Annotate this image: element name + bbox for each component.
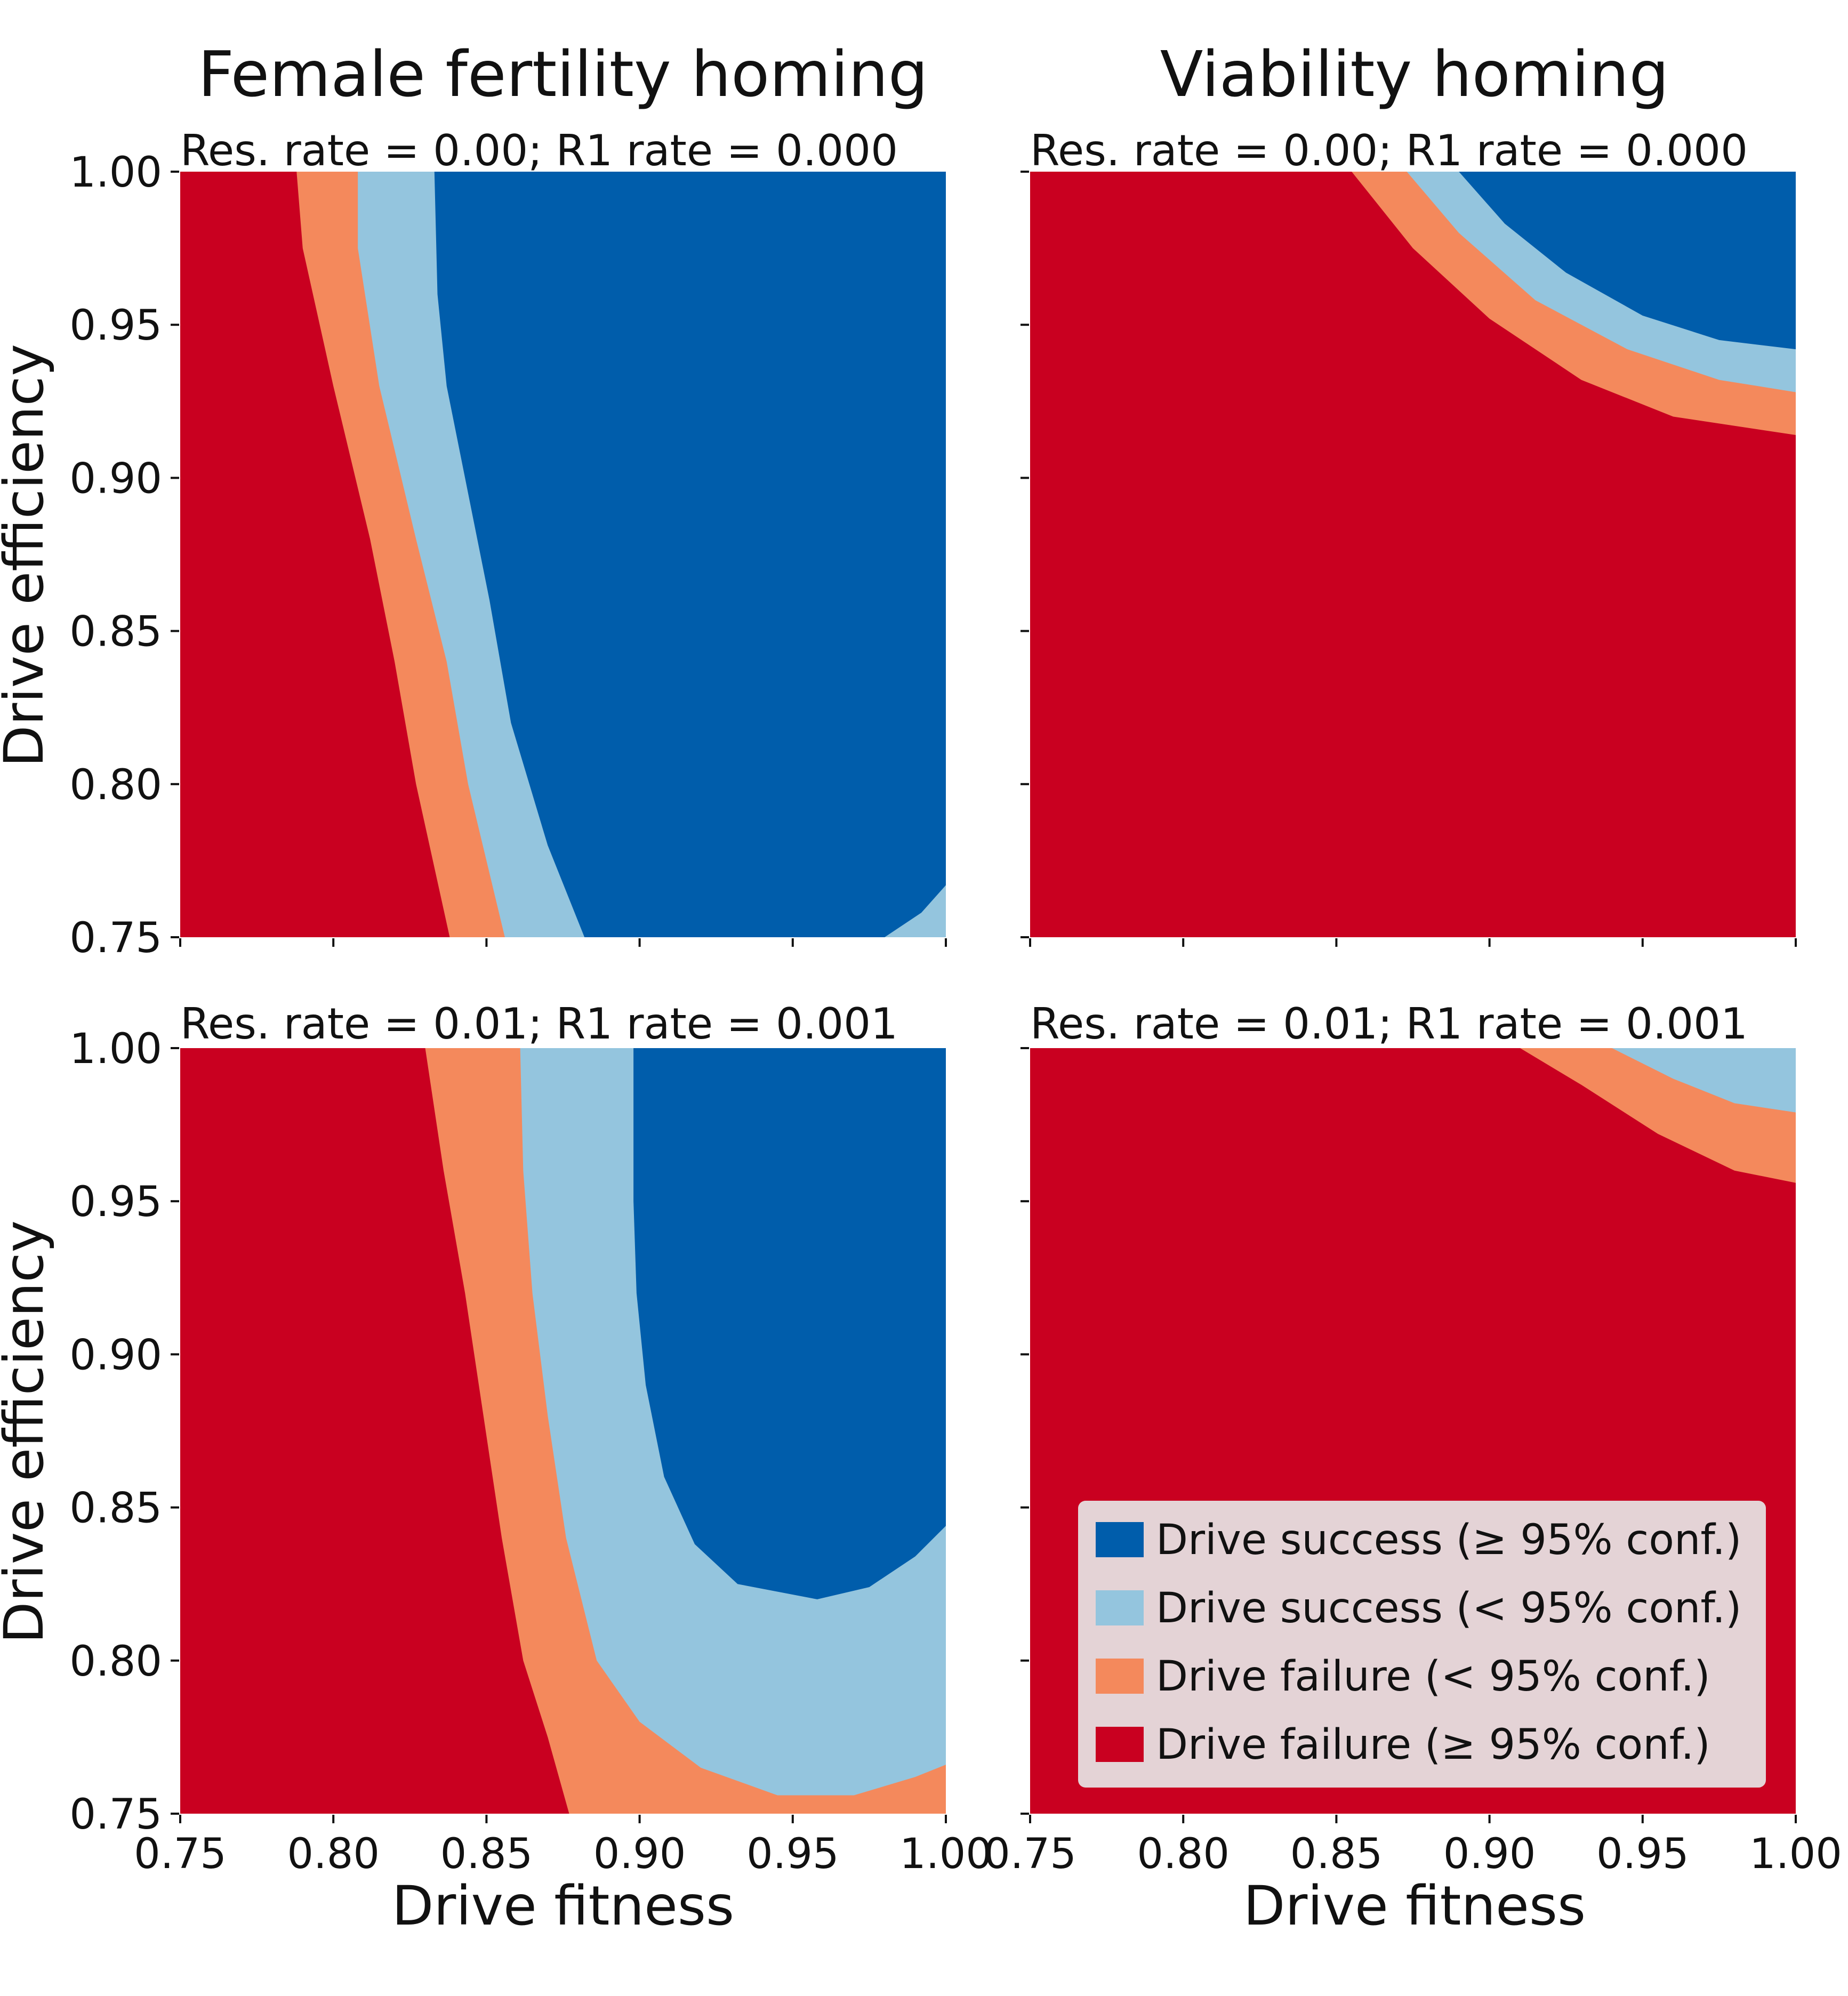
y-tick-label-bottom-left-0: 0.75 [69, 1791, 162, 1839]
panel-subtitle-top-right: Res. rate = 0.00; R1 rate = 0.000 [1030, 126, 1748, 175]
axes-bottom-left: 0.75 0.80 0.85 0.90 0.95 1.00 0.75 0.80 0.85 0.90… [69, 1025, 992, 1878]
y-tick-label-bottom-left-3: 0.90 [69, 1331, 162, 1379]
x-axis-label-left: Drive fitness [392, 1874, 734, 1938]
legend-label-failure-high: Drive failure (≥ 95% conf.) [1156, 1721, 1710, 1769]
y-tick-label-bottom-left-4: 0.95 [69, 1178, 162, 1226]
y-tick-label-bottom-left-2: 0.85 [69, 1485, 162, 1533]
heatmap-panel-top-left: 0.75 0.80 0.85 0.90 0.95 1.00 [69, 149, 947, 962]
x-tick-label-bottom-left-3: 0.90 [593, 1830, 686, 1878]
axes-top-left: 0.75 0.80 0.85 0.90 0.95 1.00 [69, 149, 947, 962]
x-tick-label-bottom-right-1: 0.80 [1137, 1830, 1230, 1878]
region-boundary-2 [434, 172, 946, 937]
panel-subtitle-top-left: Res. rate = 0.00; R1 rate = 0.000 [180, 126, 898, 175]
x-tick-label-bottom-right-3: 0.90 [1443, 1830, 1536, 1878]
column-title-viability: Viability homing [1160, 37, 1669, 111]
legend-swatch-success-high [1096, 1522, 1144, 1557]
panel-subtitle-bottom-left: Res. rate = 0.01; R1 rate = 0.001 [180, 999, 898, 1049]
y-tick-label-top-left-5: 1.00 [69, 149, 162, 197]
legend-swatch-success-low [1096, 1590, 1144, 1625]
x-tick-label-bottom-left-2: 0.85 [440, 1830, 533, 1878]
legend-swatch-failure-high [1096, 1727, 1144, 1762]
x-tick-label-bottom-right-4: 0.95 [1596, 1830, 1689, 1878]
region-boundary-1 [1612, 1048, 1796, 1113]
legend-swatch-failure-low [1096, 1659, 1144, 1694]
y-axis-label-top: Drive efficiency [0, 344, 56, 767]
legend-label-success-high: Drive success (≥ 95% conf.) [1156, 1516, 1741, 1564]
y-axis-label-bottom: Drive efficiency [0, 1220, 56, 1644]
x-tick-label-bottom-right-2: 0.85 [1290, 1830, 1383, 1878]
x-tick-label-bottom-right-0: 0.75 [984, 1830, 1076, 1878]
x-tick-label-bottom-left-5: 1.00 [899, 1830, 992, 1878]
axes-bottom-right: 0.75 0.80 0.85 0.90 0.95 1.00 [984, 1047, 1842, 1878]
axes-top-right [1021, 171, 1797, 947]
x-axis-label-right: Drive fitness [1243, 1874, 1586, 1938]
y-tick-label-bottom-left-1: 0.80 [69, 1638, 162, 1686]
x-tick-label-bottom-right-5: 1.00 [1749, 1830, 1842, 1878]
region-boundary-2 [1459, 172, 1796, 350]
legend-label-failure-low: Drive failure (< 95% conf.) [1156, 1653, 1710, 1701]
region-boundary-3 [885, 885, 946, 937]
y-tick-label-top-left-2: 0.85 [69, 608, 162, 656]
x-tick-label-bottom-left-4: 0.95 [746, 1830, 839, 1878]
y-tick-label-top-left-1: 0.80 [69, 761, 162, 809]
x-tick-label-bottom-left-0: 0.75 [134, 1830, 227, 1878]
region-boundary-2 [633, 1048, 946, 1599]
heatmap-panel-top-right [1021, 171, 1797, 947]
column-title-female-fertility: Female fertility homing [198, 37, 928, 111]
y-tick-label-top-left-0: 0.75 [69, 914, 162, 962]
heatmap-panel-bottom-left: 0.75 0.80 0.85 0.90 0.95 1.00 0.75 0.80 0.85 0.90… [69, 1025, 992, 1878]
legend-background [1078, 1501, 1766, 1788]
panel-subtitle-bottom-right: Res. rate = 0.01; R1 rate = 0.001 [1030, 999, 1748, 1049]
y-tick-label-top-left-4: 0.95 [69, 302, 162, 350]
y-tick-label-top-left-3: 0.90 [69, 455, 162, 503]
x-tick-label-bottom-left-1: 0.80 [287, 1830, 380, 1878]
legend-label-success-low: Drive success (< 95% conf.) [1156, 1584, 1741, 1632]
y-tick-label-bottom-left-5: 1.00 [69, 1025, 162, 1073]
legend: Drive success (≥ 95% conf.) Drive succes… [1078, 1501, 1766, 1788]
